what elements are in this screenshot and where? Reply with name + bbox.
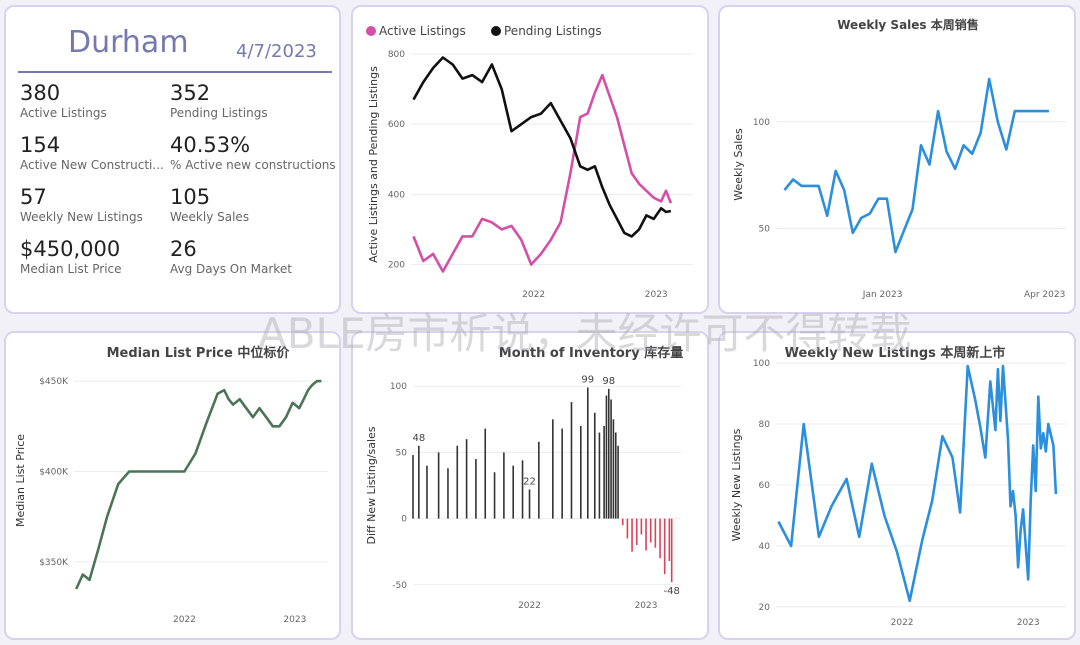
y-tick-label: 40 <box>759 542 771 552</box>
y-tick-label: 100 <box>753 118 770 128</box>
series-line-active-listings <box>412 73 673 273</box>
kpi-label: Active Listings <box>20 106 107 120</box>
kpi-value: 380 <box>20 81 61 105</box>
chart-title: Weekly Sales 本周销售 <box>837 17 979 32</box>
city-title: Durham <box>68 25 189 60</box>
kpi-tile: 154 Active New Constructi... <box>20 133 164 172</box>
kpi-card: Durham 4/7/2023 380 Active Listings 352 Pen… <box>4 5 341 314</box>
y-tick-label: -50 <box>392 581 407 591</box>
y-axis-label: Median List Price <box>14 434 27 527</box>
kpi-label: Pending Listings <box>170 106 268 120</box>
listings-card: 200 400 600 800 2022 2023 Active Listings and … <box>351 5 709 314</box>
series-line-weekly_new_listings <box>777 364 1058 603</box>
y-tick-label: 200 <box>388 260 405 270</box>
legend-marker <box>491 26 501 36</box>
y-axis-label: Weekly Sales <box>732 128 745 201</box>
kpi-label: Avg Days On Market <box>170 262 292 276</box>
y-tick-label: 800 <box>388 50 405 60</box>
data-label: 48 <box>412 433 425 444</box>
y-tick-label: 50 <box>396 448 408 458</box>
x-tick-label: Jan 2023 <box>862 290 903 300</box>
x-tick-label: 2023 <box>283 615 306 625</box>
y-tick-label: $400K <box>39 467 69 477</box>
y-axis-label: Weekly New Listings <box>730 428 743 541</box>
kpi-label: % Active new constructions <box>170 158 336 172</box>
y-tick-label: 80 <box>759 420 771 430</box>
y-tick-label: 20 <box>759 603 771 613</box>
median-list-price-chart: Median List Price 中位标价 $350K $400K $450K 202… <box>14 345 328 625</box>
y-axis-label: Diff New Listing/sales <box>365 426 378 544</box>
data-label: 22 <box>523 476 536 487</box>
kpi-value: 105 <box>170 185 211 209</box>
listings-chart: 200 400 600 800 2022 2023 Active Listings and … <box>366 24 693 300</box>
kpi-tile: 352 Pending Listings <box>170 81 268 120</box>
kpi-value: 352 <box>170 81 211 105</box>
kpi-value: 154 <box>20 133 61 157</box>
kpi-tile: 26 Avg Days On Market <box>170 237 292 276</box>
legend-label: Active Listings <box>379 24 466 38</box>
y-tick-label: 0 <box>401 515 407 525</box>
x-tick-label: 2022 <box>173 615 196 625</box>
kpi-tile: $450,000 Median List Price <box>20 237 122 276</box>
chart-title: Median List Price 中位标价 <box>107 345 291 361</box>
y-tick-label: 100 <box>753 359 770 369</box>
median-price-card: Median List Price 中位标价 $350K $400K $450K 202… <box>4 331 341 640</box>
kpi-tile: 40.53%% Active new constructions <box>170 133 336 172</box>
data-label: -48 <box>664 586 680 597</box>
weekly-sales-card: Weekly Sales 本周销售 50 100 Jan 2023 Apr 2023 We… <box>718 5 1076 314</box>
x-tick-label: 2022 <box>891 618 914 628</box>
data-label: 98 <box>602 376 615 387</box>
x-tick-label: Apr 2023 <box>1024 290 1065 300</box>
x-tick-label: 2022 <box>518 601 541 611</box>
kpi-value: 57 <box>20 185 47 209</box>
x-tick-label: 2022 <box>522 290 545 300</box>
kpi-tile: 380 Active Listings <box>20 81 107 120</box>
y-tick-label: $350K <box>39 558 69 568</box>
x-tick-label: 2023 <box>1017 618 1040 628</box>
weekly-new-listings-chart: Weekly New Listings 本周新上市 20 40 60 80 100 2022… <box>730 345 1066 628</box>
y-axis-label: Active Listings and Pending Listings <box>367 66 380 263</box>
kpi-label: Active New Constructi... <box>20 158 164 172</box>
month-of-inventory-chart: Month of Inventory 库存量 -50 0 50 100 2022 2023 D… <box>365 345 683 611</box>
y-tick-label: 100 <box>390 382 407 392</box>
series-line-pending-listings <box>412 56 672 238</box>
kpi-value: 26 <box>170 237 197 261</box>
x-tick-label: 2023 <box>645 290 668 300</box>
kpi-value: $450,000 <box>20 237 121 261</box>
y-tick-label: 50 <box>759 225 771 235</box>
x-tick-label: 2023 <box>635 601 658 611</box>
legend-marker <box>366 26 376 36</box>
new-listings-card: Weekly New Listings 本周新上市 20 40 60 80 100 2022… <box>718 331 1076 640</box>
chart-title: Weekly New Listings 本周新上市 <box>785 345 1006 361</box>
y-tick-label: 400 <box>388 190 405 200</box>
kpi-tile: 57 Weekly New Listings <box>20 185 143 224</box>
series-line-weekly_sales <box>783 77 1049 254</box>
chart-title: Month of Inventory 库存量 <box>499 345 683 361</box>
y-tick-label: 60 <box>759 481 771 491</box>
kpi-value: 40.53% <box>170 133 251 157</box>
data-label: 99 <box>581 375 594 386</box>
series-line-median_list_price <box>75 379 322 590</box>
y-tick-label: $450K <box>39 377 69 387</box>
weekly-sales-chart: Weekly Sales 本周销售 50 100 Jan 2023 Apr 2023 We… <box>732 17 1066 300</box>
kpi-label: Median List Price <box>20 262 122 276</box>
report-date: 4/7/2023 <box>236 41 317 62</box>
y-tick-label: 600 <box>388 120 405 130</box>
kpi-tile: 105 Weekly Sales <box>170 185 249 224</box>
kpi-label: Weekly New Listings <box>20 210 143 224</box>
kpi-label: Weekly Sales <box>170 210 250 224</box>
legend-label: Pending Listings <box>504 24 602 38</box>
inventory-card: Month of Inventory 库存量 -50 0 50 100 2022 2023 D… <box>351 331 709 640</box>
title-divider <box>18 71 332 73</box>
